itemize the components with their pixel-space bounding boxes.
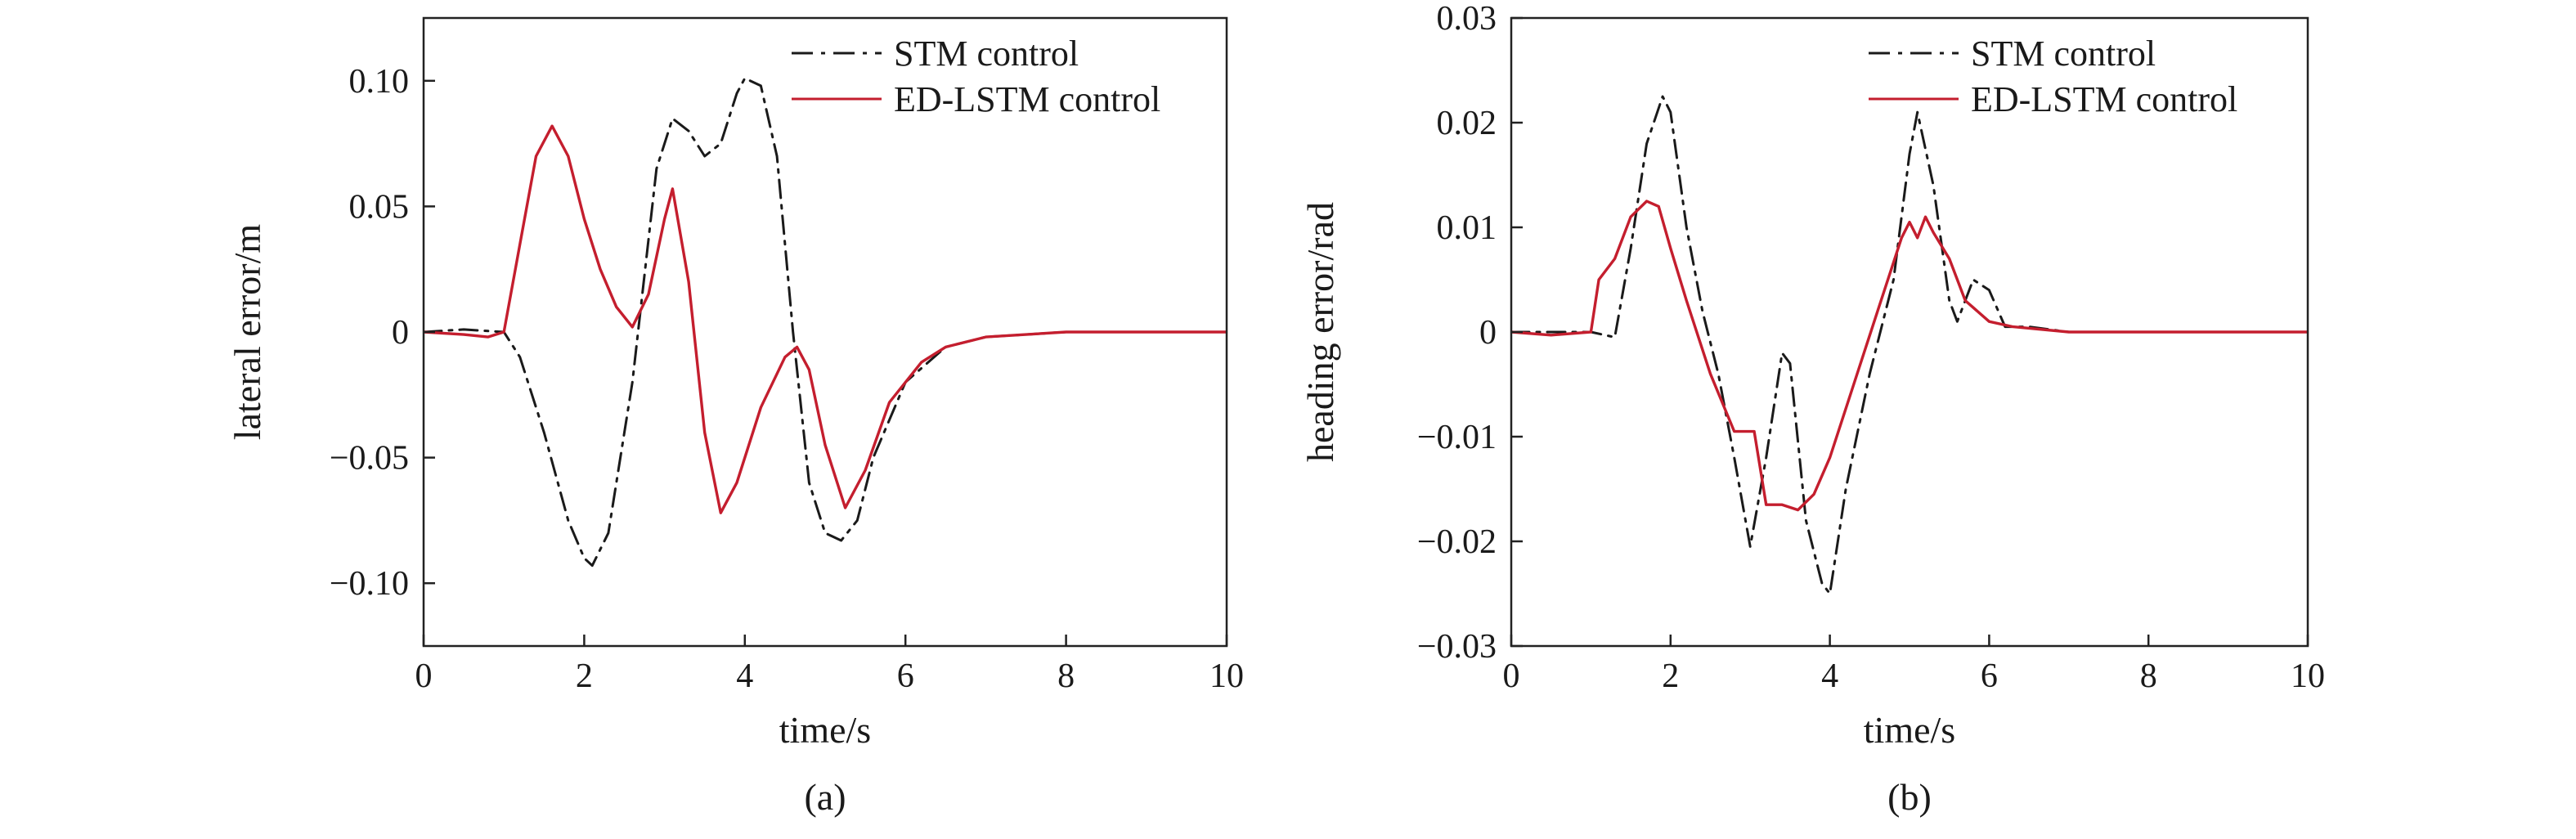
chart-1-x-tick-label: 10	[2291, 657, 2325, 695]
chart-0-y-tick-label: −0.10	[330, 565, 409, 603]
chart-1-y-tick-label: −0.03	[1417, 628, 1497, 666]
chart-heading-error: 0 2 4 6 8 10 0.03 0.02 0.01 0 −0.01 −0.02 −0.03 time/…	[1299, 0, 2325, 818]
chart-1-y-tick-label: 0.02	[1437, 105, 1497, 142]
chart-0-caption: (a)	[804, 776, 846, 818]
chart-1-x-axis-label: time/s	[1864, 709, 1955, 751]
chart-1-y-tick-label: 0.03	[1437, 0, 1497, 38]
chart-0-x-axis-label: time/s	[779, 709, 871, 751]
plot-area-lateral: 0 2 4 6 8 10 0.10 0.05 0 −0.05 −0.10 time/s lateral …	[227, 16, 1244, 818]
chart-0-x-tick-label: 10	[1209, 657, 1244, 695]
chart-1-caption: (b)	[1887, 776, 1932, 818]
chart-0-x-tick-label: 8	[1057, 657, 1075, 695]
chart-0-x-tick-label: 6	[897, 657, 914, 695]
chart-1-x-tick-label: 6	[1981, 657, 1998, 695]
chart-1-series-line-stm	[1511, 95, 2308, 595]
chart-0-y-tick-label: 0.05	[349, 188, 410, 226]
chart-1-legend-label-stm: STM control	[1971, 34, 2156, 74]
chart-1-y-axis-label: heading error/rad	[1299, 202, 1341, 462]
chart-1-y-tick-label: −0.01	[1417, 419, 1497, 456]
chart-1-legend-label-ed-lstm: ED-LSTM control	[1971, 79, 2237, 119]
chart-1-y-tick-label: 0	[1479, 314, 1497, 352]
chart-0-legend-label-stm: STM control	[894, 34, 1079, 74]
chart-0-series-line-ed-lstm	[424, 124, 1227, 514]
chart-lateral-error: 0 2 4 6 8 10 0.10 0.05 0 −0.05 −0.10 time/s lateral …	[227, 16, 1244, 818]
chart-0-x-tick-label: 4	[736, 657, 753, 695]
chart-1-x-tick-label: 4	[1821, 657, 1838, 695]
chart-1-x-tick-label: 2	[1662, 657, 1679, 695]
chart-0-y-axis-label: lateral error/m	[227, 224, 268, 441]
chart-0-y-tick-label: 0	[392, 314, 409, 352]
chart-1-y-tick-label: −0.02	[1417, 523, 1497, 561]
chart-1-y-tick-label: 0.01	[1437, 209, 1497, 247]
chart-1-x-tick-label: 0	[1503, 657, 1520, 695]
chart-0-legend-label-ed-lstm: ED-LSTM control	[894, 79, 1160, 119]
chart-0-x-tick-label: 0	[415, 657, 433, 695]
chart-0-series-line-stm	[424, 77, 1227, 568]
chart-0-y-tick-label: −0.05	[330, 440, 409, 478]
plot-area-heading: 0 2 4 6 8 10 0.03 0.02 0.01 0 −0.01 −0.02 −0.03 time/…	[1299, 0, 2325, 818]
chart-1-x-tick-label: 8	[2140, 657, 2157, 695]
chart-0-y-tick-label: 0.10	[349, 63, 410, 101]
chart-0-x-tick-label: 2	[576, 657, 593, 695]
chart-1-series-line-ed-lstm	[1511, 200, 2308, 512]
